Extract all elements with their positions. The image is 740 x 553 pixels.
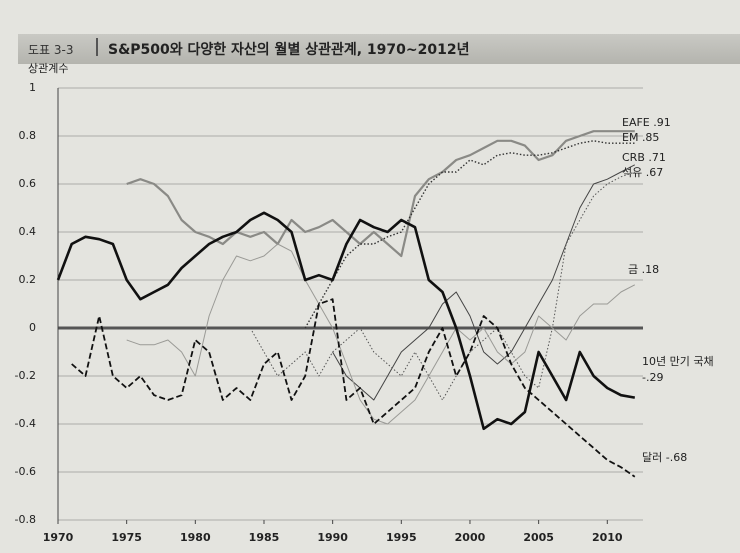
series-line [126, 130, 635, 258]
series-label: EAFE .91 [622, 116, 671, 129]
series-line [249, 171, 635, 401]
series-label: EM .85 [622, 131, 660, 144]
x-tick-label: 1975 [111, 531, 142, 544]
series-label: 10년 만기 국채 -.29 [642, 355, 714, 384]
series-line [71, 298, 636, 478]
series-label: 석유 .67 [622, 166, 664, 179]
y-tick-label: 0 [29, 321, 36, 334]
series-line [56, 211, 636, 431]
y-tick-label: -0.2 [15, 369, 36, 382]
x-tick-label: 1980 [180, 531, 211, 544]
series-label: CRB .71 [622, 151, 666, 164]
series-label: 금 .18 [628, 263, 660, 276]
x-tick-label: 1990 [317, 531, 348, 544]
series-line [332, 164, 636, 401]
x-tick-label: 2005 [523, 531, 554, 544]
y-tick-label: 0.8 [19, 129, 37, 142]
y-tick-label: 0.2 [19, 273, 37, 286]
y-tick-label: -0.4 [15, 417, 36, 430]
series-label: 달러 -.68 [642, 451, 688, 464]
x-tick-label: 1970 [43, 531, 74, 544]
y-tick-label: 0.4 [19, 225, 37, 238]
x-tick-label: 2010 [592, 531, 623, 544]
y-tick-label: -0.8 [15, 513, 36, 526]
x-tick-label: 1985 [249, 531, 280, 544]
y-tick-label: 1 [29, 81, 36, 94]
figure-tag: 도표 3-3 [28, 43, 74, 57]
y-axis-label: 상관계수 [28, 62, 68, 75]
series-line [304, 140, 635, 329]
series-line [126, 243, 636, 425]
title-bar [18, 34, 740, 64]
separator [96, 38, 98, 56]
x-tick-label: 2000 [455, 531, 486, 544]
y-tick-label: 0.6 [19, 177, 37, 190]
y-tick-label: -0.6 [15, 465, 36, 478]
chart-title: S&P500와 다양한 자산의 월별 상관관계, 1970~2012년 [108, 42, 470, 58]
x-tick-label: 1995 [386, 531, 417, 544]
